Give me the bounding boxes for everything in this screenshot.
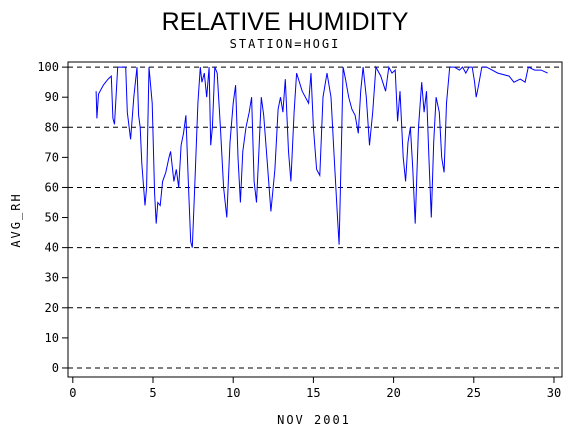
x-axis-label: NOV 2001 (277, 413, 351, 427)
x-tick-label: 5 (149, 386, 156, 400)
y-tick-label: 80 (45, 120, 59, 134)
plot-frame (67, 61, 563, 378)
y-tick-label: 50 (45, 211, 59, 225)
x-tick-label: 10 (226, 386, 240, 400)
x-tick-label: 25 (467, 386, 481, 400)
y-tick-label: 90 (45, 90, 59, 104)
chart-title: RELATIVE HUMIDITY (162, 8, 409, 36)
y-tick-label: 10 (45, 331, 59, 345)
x-tick-label: 20 (386, 386, 400, 400)
y-tick-label: 20 (45, 301, 59, 315)
chart-subtitle: STATION=HOGI (230, 37, 341, 51)
y-tick-label: 30 (45, 271, 59, 285)
y-tick-label: 40 (45, 241, 59, 255)
y-tick-label: 70 (45, 150, 59, 164)
x-tick-label: 0 (69, 386, 76, 400)
y-axis-label: AVG_RH (9, 192, 23, 247)
y-tick-label: 0 (52, 361, 59, 375)
x-tick-label: 15 (306, 386, 320, 400)
y-tick-label: 100 (37, 60, 59, 74)
data-line (95, 65, 548, 248)
y-tick-label: 60 (45, 180, 59, 194)
x-tick-label: 30 (547, 386, 561, 400)
